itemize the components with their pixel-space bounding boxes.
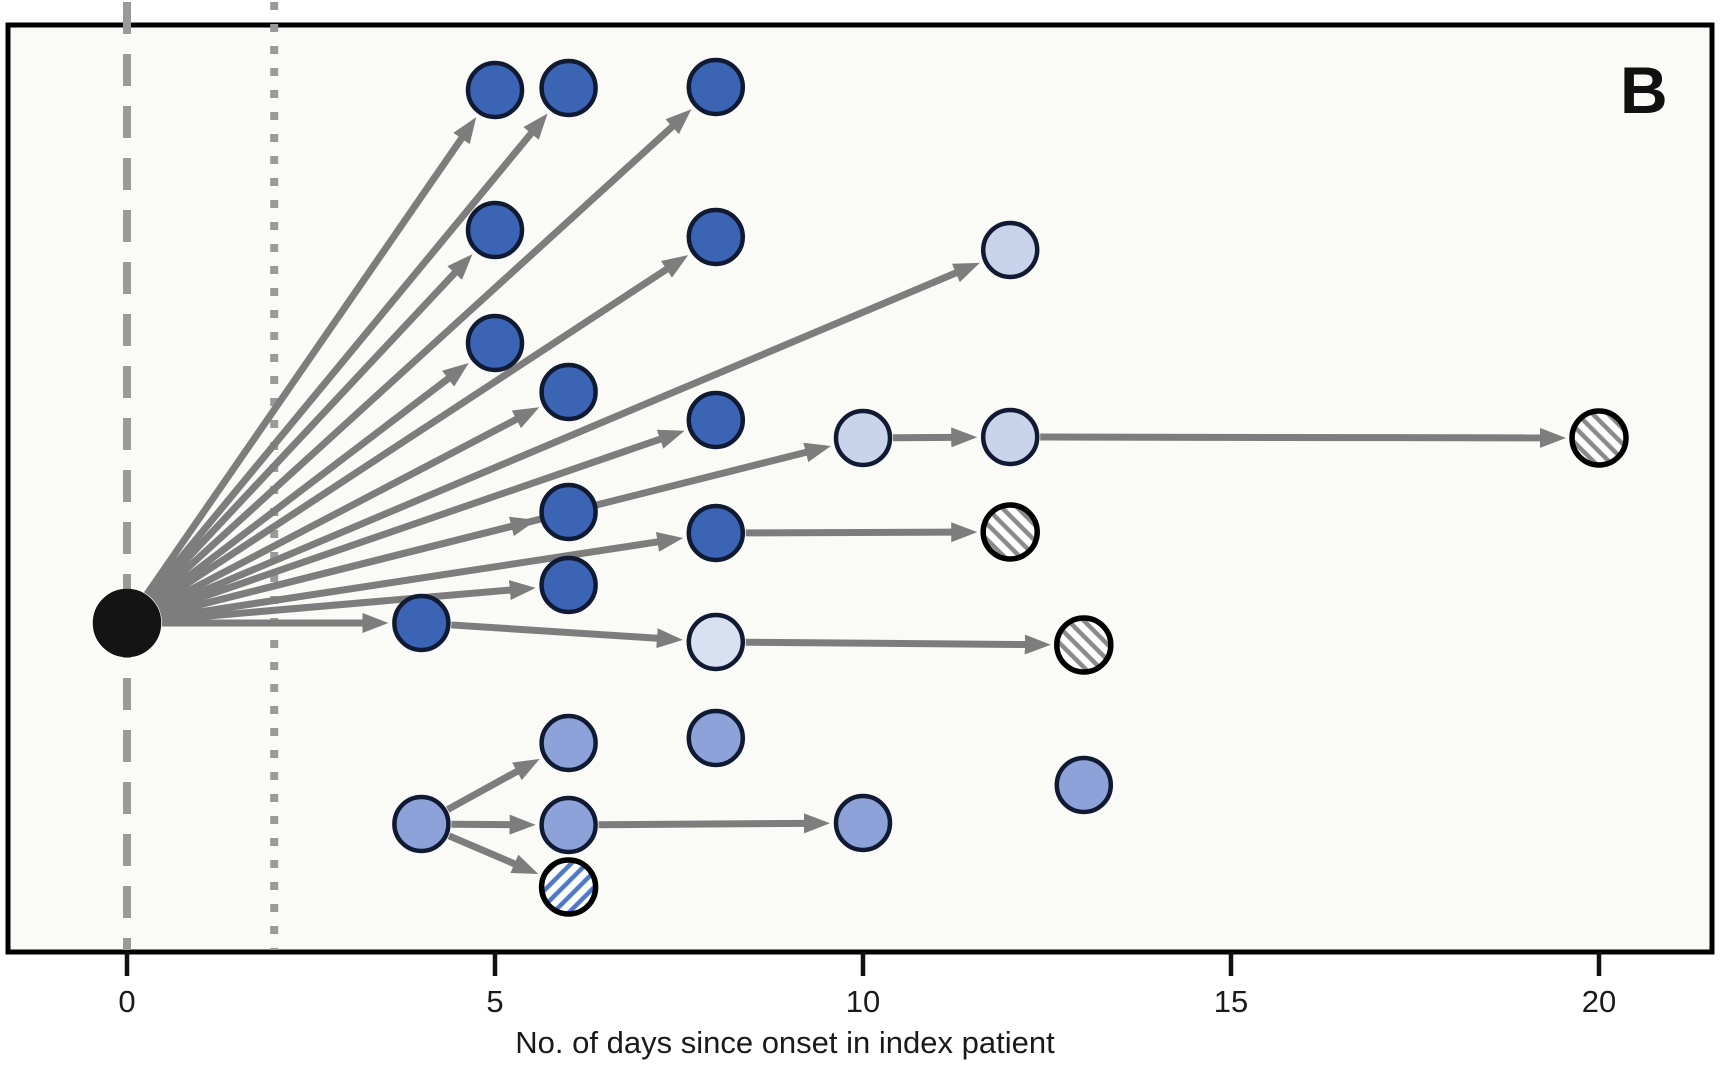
case-node	[539, 482, 598, 542]
case-node	[539, 58, 598, 118]
case-node	[539, 555, 598, 615]
case-nodes	[92, 57, 1629, 917]
x-tick-label: 0	[118, 984, 135, 1019]
transmission-arrow	[598, 813, 831, 834]
transmission-arrow	[451, 621, 683, 649]
x-axis-title: No. of days since onset in index patient	[515, 1025, 1055, 1060]
transmission-arrow	[1040, 427, 1567, 448]
transmission-arrow	[146, 113, 548, 599]
transmission-arrow	[745, 634, 1051, 655]
transmission-arrow	[156, 407, 540, 610]
case-node	[686, 207, 746, 267]
case-node	[1054, 755, 1114, 815]
case-node	[686, 612, 746, 672]
case-node	[1054, 615, 1114, 675]
case-node	[538, 857, 599, 917]
transmission-arrow	[144, 117, 477, 597]
case-node	[833, 408, 893, 468]
transmission-arrows	[144, 109, 1567, 875]
case-node	[1569, 408, 1629, 468]
case-node	[980, 407, 1040, 467]
case-node	[686, 390, 746, 450]
transmission-arrow	[154, 255, 689, 607]
case-node	[980, 220, 1040, 280]
case-node	[686, 708, 746, 768]
case-node	[980, 502, 1040, 562]
case-node	[686, 57, 746, 117]
case-node	[539, 795, 598, 855]
case-node	[833, 793, 893, 853]
transmission-arrow	[745, 522, 978, 543]
transmission-arrow	[148, 254, 473, 600]
x-axis: 0 5 10 15 20	[118, 952, 1616, 1019]
x-tick-label: 5	[486, 984, 503, 1019]
case-node	[539, 713, 598, 773]
transmission-arrow	[152, 362, 469, 605]
case-node	[392, 593, 451, 653]
case-node	[465, 60, 525, 120]
transmission-arrow	[161, 532, 684, 622]
case-node	[465, 200, 525, 260]
transmission-arrow	[157, 262, 980, 613]
transmission-arrow	[447, 832, 539, 875]
case-node	[465, 313, 525, 373]
transmission-arrow	[445, 758, 540, 813]
transmission-arrow	[160, 516, 537, 618]
panel-label: B	[1620, 53, 1668, 127]
case-node	[686, 503, 746, 563]
x-tick-label: 10	[846, 984, 880, 1019]
transmission-arrow	[150, 109, 692, 603]
case-node	[392, 794, 451, 854]
reference-lines	[123, 2, 279, 950]
transmission-arrow	[158, 429, 685, 615]
case-node	[539, 362, 598, 422]
index-case-node	[92, 588, 162, 658]
x-tick-label: 20	[1582, 984, 1616, 1019]
x-tick-label: 15	[1214, 984, 1248, 1019]
transmission-arrow	[161, 580, 536, 624]
